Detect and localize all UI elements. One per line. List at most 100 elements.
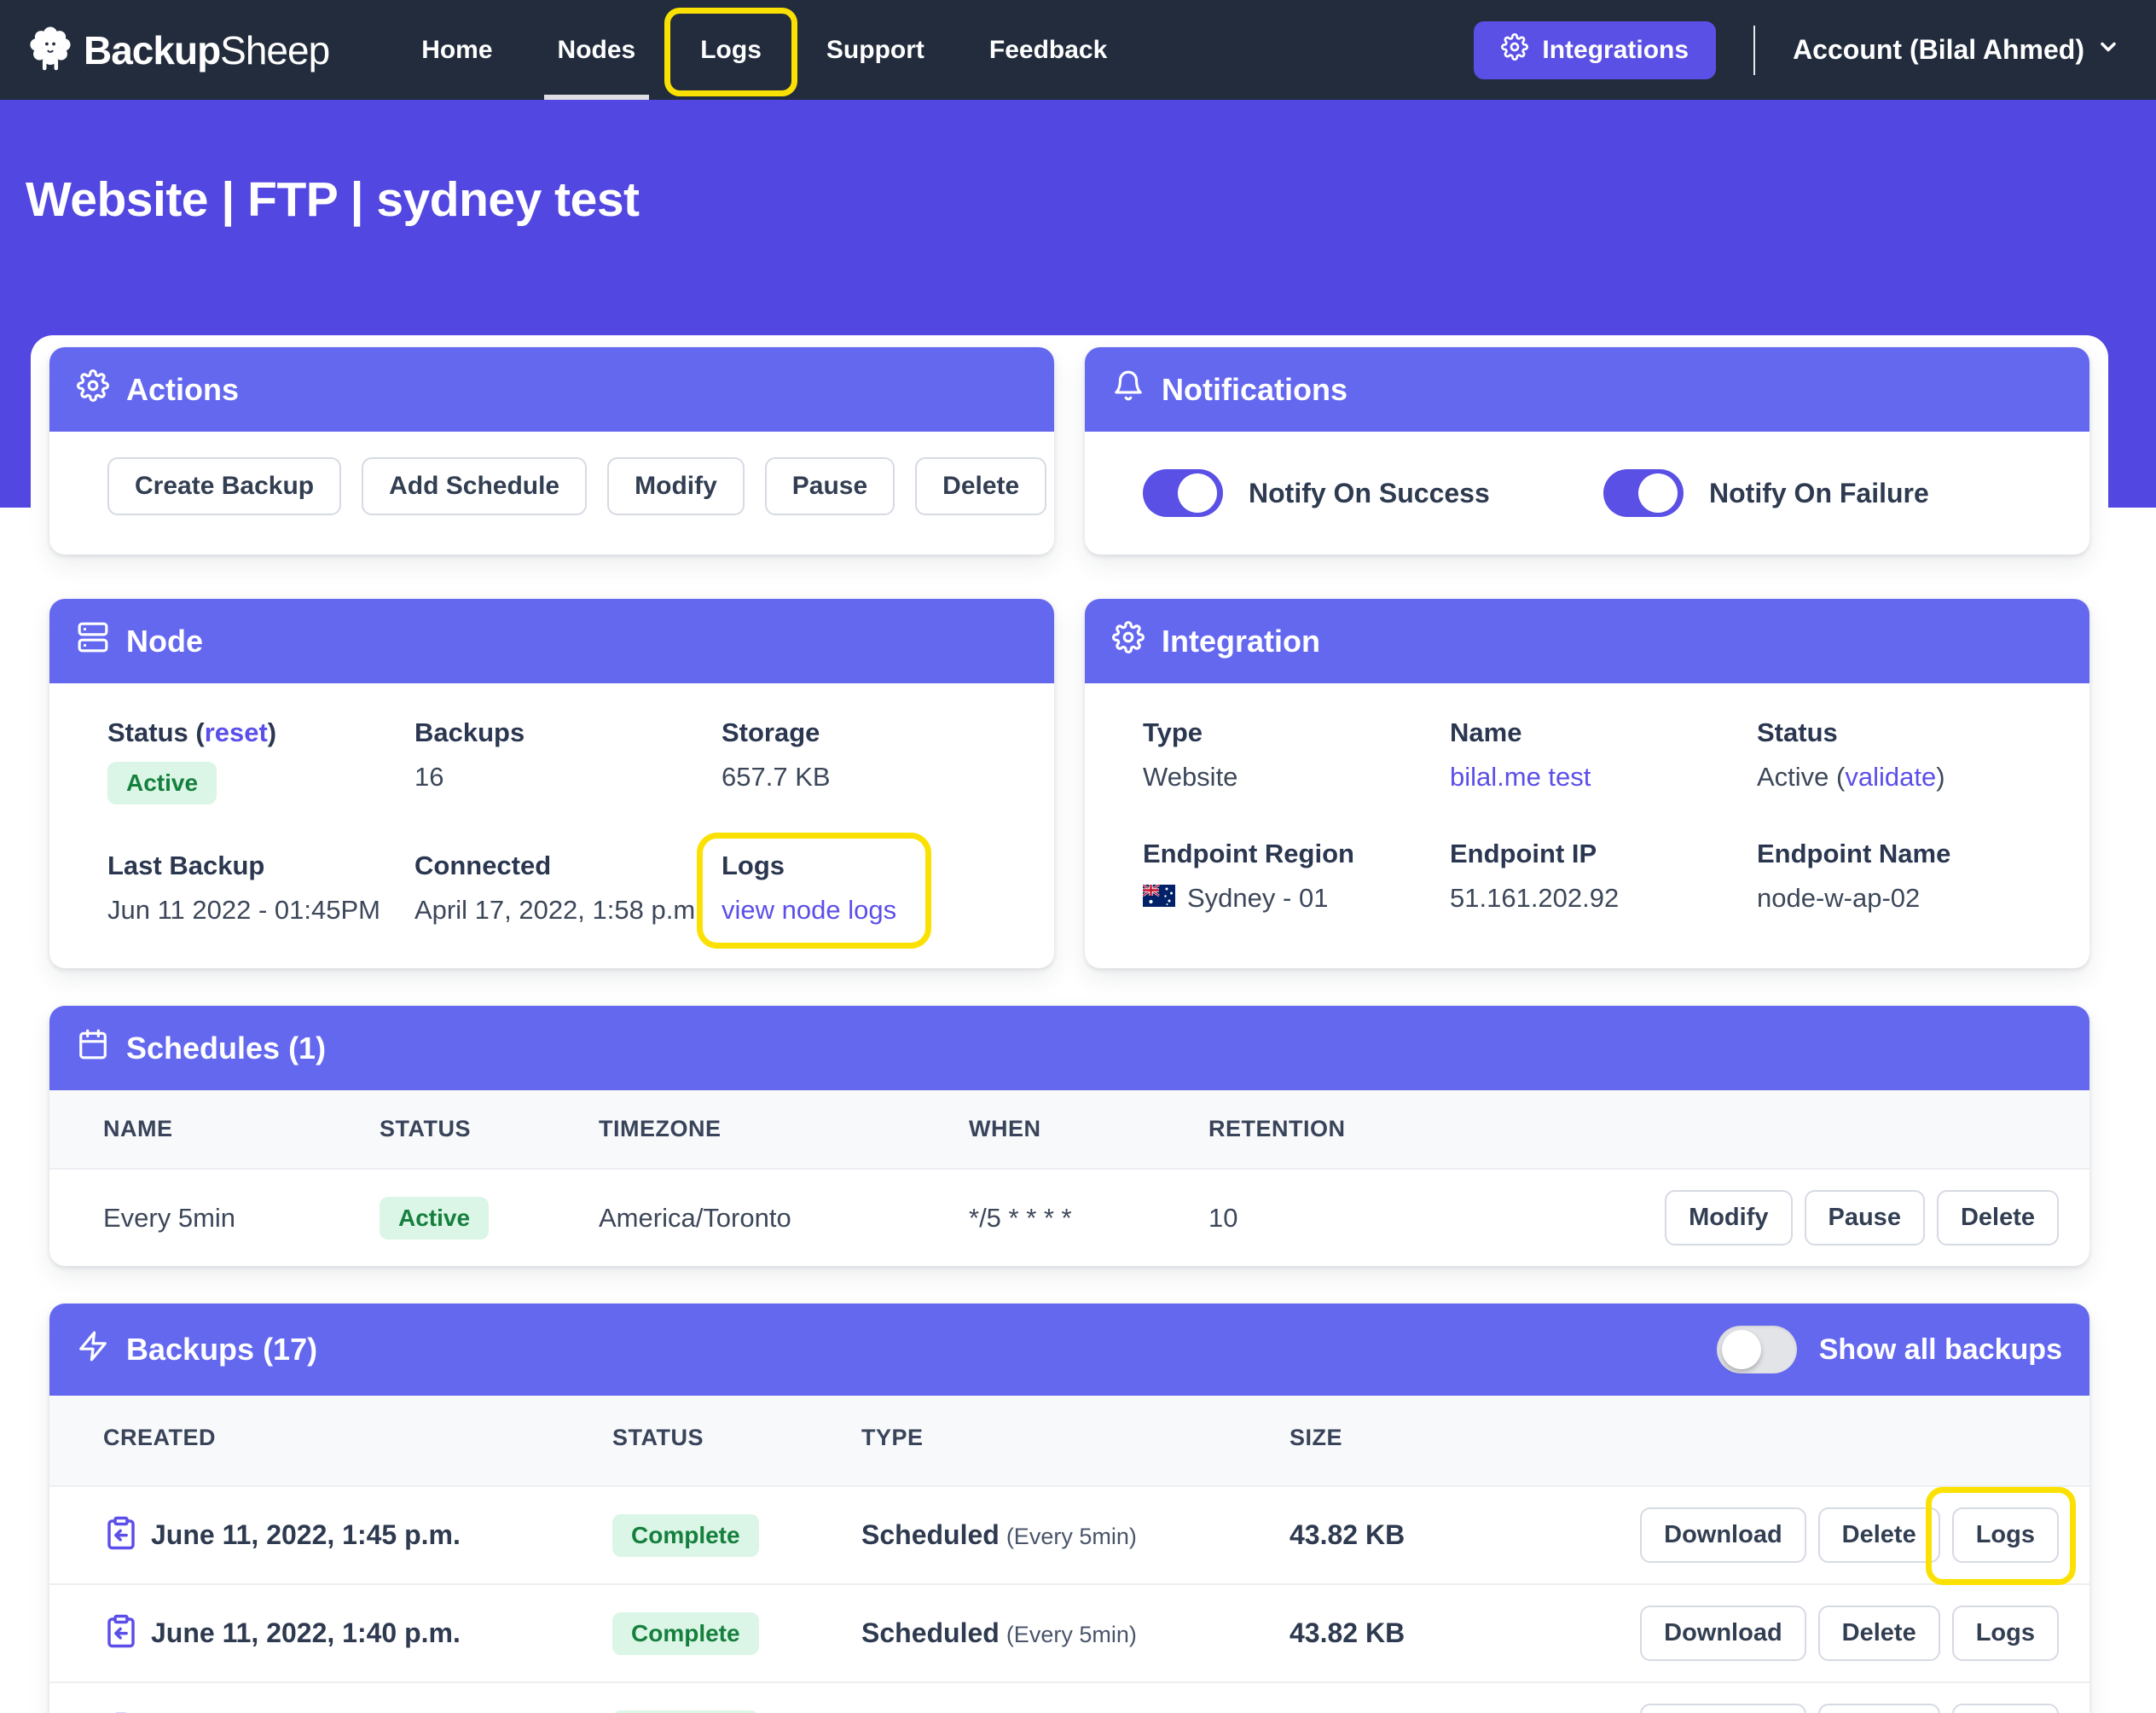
schedule-delete-button[interactable]: Delete	[1936, 1190, 2059, 1246]
nav-links: Home Nodes Logs Support Feedback	[421, 0, 1107, 100]
integrations-button[interactable]: Integrations	[1474, 20, 1717, 79]
notifications-card-body: Notify On Success Notify On Failure	[1085, 432, 2089, 555]
node-last-backup-field: Last Backup Jun 11 2022 - 01:45PM	[107, 851, 380, 925]
pause-button[interactable]: Pause	[764, 457, 895, 515]
actions-card-title: Actions	[126, 371, 240, 407]
notifications-card: Notifications Notify On Success Notify O…	[1085, 347, 2089, 555]
highlight-ring-node-logs: Logs view node logs	[697, 833, 932, 949]
backups-table-header: CREATED STATUS TYPE SIZE	[49, 1396, 2089, 1485]
backups-card: Backups (17) Show all backups CREATED ST…	[49, 1304, 2089, 1713]
schedules-card-title: Schedules (1)	[126, 1030, 327, 1066]
actions-card-header: Actions	[49, 347, 1054, 432]
backup-delete-button[interactable]: Delete	[1817, 1704, 1940, 1713]
notify-on-success-label: Notify On Success	[1249, 477, 1490, 508]
integration-status-field: Status Active (validate)	[1757, 717, 1945, 792]
notify-on-success-field: Notify On Success	[1143, 469, 1603, 517]
backup-delete-button[interactable]: Delete	[1817, 1507, 1940, 1563]
nav-item-nodes[interactable]: Nodes	[543, 0, 649, 100]
backup-status-badge: Complete	[612, 1513, 759, 1557]
backup-logs-button[interactable]: Logs	[1951, 1507, 2059, 1563]
nav-item-feedback[interactable]: Feedback	[988, 35, 1108, 64]
endpoint-name-field: Endpoint Name node-w-ap-02	[1757, 839, 1951, 913]
chevron-down-icon	[2096, 34, 2120, 66]
schedules-card: Schedules (1) NAME STATUS TIMEZONE WHEN …	[49, 1006, 2089, 1266]
add-schedule-button[interactable]: Add Schedule	[362, 457, 588, 515]
integration-type-field: Type Website	[1143, 717, 1238, 792]
schedule-timezone: America/Toronto	[599, 1202, 791, 1233]
node-card-title: Node	[126, 623, 203, 659]
backup-row: June 11, 2022, 1:35 p.m. Complete Schedu…	[49, 1681, 2089, 1713]
server-icon	[77, 621, 109, 661]
nav-right: Integrations Account (Bilal Ahmed)	[1474, 20, 2120, 79]
gear-icon	[1501, 32, 1529, 67]
node-connected-field: Connected April 17, 2022, 1:58 p.m.	[414, 851, 703, 925]
schedule-pause-button[interactable]: Pause	[1804, 1190, 1925, 1246]
create-backup-button[interactable]: Create Backup	[107, 457, 342, 515]
show-all-backups-label: Show all backups	[1818, 1333, 2062, 1366]
sheep-icon	[26, 23, 75, 77]
backup-logs-button[interactable]: Logs	[1951, 1606, 2059, 1661]
validate-link[interactable]: validate	[1845, 762, 1937, 792]
schedule-retention: 10	[1208, 1202, 1238, 1233]
delete-button[interactable]: Delete	[915, 457, 1047, 515]
nav-item-home[interactable]: Home	[421, 35, 493, 64]
integration-card-header: Integration	[1085, 599, 2089, 683]
schedule-status-badge: Active	[380, 1196, 490, 1240]
view-node-logs-link[interactable]: view node logs	[722, 895, 897, 925]
node-card: Node Status (reset) Active Backups 16 St…	[49, 599, 1054, 968]
highlight-ring-logs-button: Logs	[1925, 1487, 2076, 1585]
actions-card: Actions Create Backup Add Schedule Modif…	[49, 347, 1054, 555]
integration-card-title: Integration	[1162, 623, 1320, 659]
brand-name: BackupSheep	[84, 27, 330, 73]
schedules-card-header: Schedules (1)	[49, 1006, 2089, 1090]
backup-status-badge: Complete	[612, 1611, 759, 1655]
nav-item-support[interactable]: Support	[826, 35, 924, 64]
page-title: Website | FTP | sydney test	[26, 172, 640, 227]
backup-delete-button[interactable]: Delete	[1817, 1606, 1940, 1661]
top-navbar: BackupSheep Home Nodes Logs Support Feed…	[0, 0, 2156, 100]
account-menu[interactable]: Account (Bilal Ahmed)	[1793, 34, 2120, 66]
backup-download-button[interactable]: Download	[1640, 1704, 1806, 1713]
gear-icon	[1112, 621, 1145, 661]
notifications-card-title: Notifications	[1162, 371, 1348, 407]
backup-status-badge: Complete	[612, 1710, 759, 1713]
calendar-icon	[77, 1028, 109, 1068]
modify-button[interactable]: Modify	[607, 457, 745, 515]
backups-card-header: Backups (17) Show all backups	[49, 1304, 2089, 1396]
zap-icon	[77, 1330, 109, 1370]
clipboard-restore-icon	[103, 1515, 139, 1555]
node-logs-field: Logs view node logs	[697, 833, 1029, 949]
backup-row: June 11, 2022, 1:40 p.m. Complete Schedu…	[49, 1583, 2089, 1681]
backup-size: 43.82 KB	[1290, 1519, 1405, 1550]
integration-name-field: Name bilal.me test	[1450, 717, 1591, 792]
backup-row: June 11, 2022, 1:45 p.m. Complete Schedu…	[49, 1485, 2089, 1585]
notify-on-failure-toggle[interactable]	[1603, 469, 1684, 517]
backup-download-button[interactable]: Download	[1640, 1606, 1806, 1661]
integration-card: Integration Type Website Name bilal.me t…	[1085, 599, 2089, 968]
gear-icon	[77, 369, 109, 409]
backup-created: June 11, 2022, 1:40 p.m.	[151, 1617, 461, 1648]
backup-logs-button[interactable]: Logs	[1951, 1704, 2059, 1713]
endpoint-ip-field: Endpoint IP 51.161.202.92	[1450, 839, 1620, 913]
australia-flag-icon	[1142, 883, 1175, 914]
node-status-field: Status (reset) Active	[107, 717, 414, 804]
backup-size: 43.82 KB	[1290, 1617, 1405, 1648]
show-all-backups-toggle[interactable]	[1716, 1326, 1797, 1373]
backup-download-button[interactable]: Download	[1640, 1507, 1806, 1563]
notifications-card-header: Notifications	[1085, 347, 2089, 432]
backup-created: June 11, 2022, 1:45 p.m.	[151, 1519, 461, 1550]
integration-name-link[interactable]: bilal.me test	[1450, 762, 1591, 792]
endpoint-region-field: Endpoint Region	[1142, 839, 1354, 914]
nav-item-logs[interactable]: Logs	[664, 0, 797, 100]
notify-on-success-toggle[interactable]	[1143, 469, 1223, 517]
notify-on-failure-label: Notify On Failure	[1709, 477, 1929, 508]
bell-icon	[1112, 369, 1145, 409]
schedule-when: */5 * * * *	[969, 1202, 1072, 1233]
schedule-name: Every 5min	[103, 1202, 236, 1233]
backups-card-title: Backups (17)	[126, 1332, 318, 1367]
brand-logo[interactable]: BackupSheep	[26, 23, 330, 77]
reset-link[interactable]: reset	[204, 717, 268, 747]
clipboard-restore-icon	[103, 1613, 139, 1653]
schedule-modify-button[interactable]: Modify	[1665, 1190, 1793, 1246]
node-card-body: Status (reset) Active Backups 16 Storage…	[49, 683, 1054, 968]
